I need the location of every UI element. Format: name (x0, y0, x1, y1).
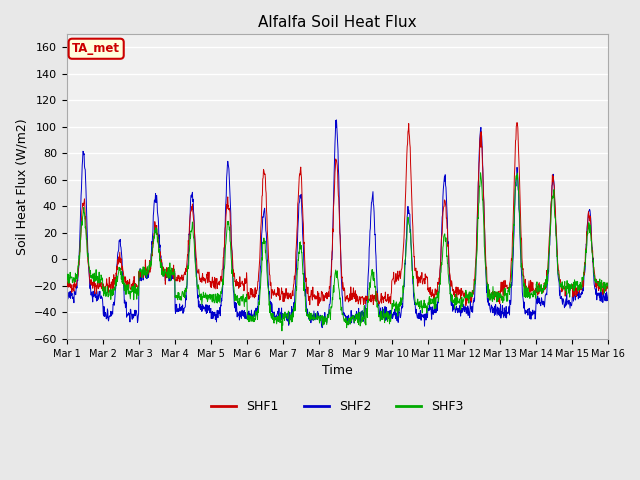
Text: TA_met: TA_met (72, 42, 120, 55)
Legend: SHF1, SHF2, SHF3: SHF1, SHF2, SHF3 (206, 395, 468, 418)
Title: Alfalfa Soil Heat Flux: Alfalfa Soil Heat Flux (258, 15, 417, 30)
Y-axis label: Soil Heat Flux (W/m2): Soil Heat Flux (W/m2) (15, 118, 28, 255)
X-axis label: Time: Time (322, 364, 353, 377)
